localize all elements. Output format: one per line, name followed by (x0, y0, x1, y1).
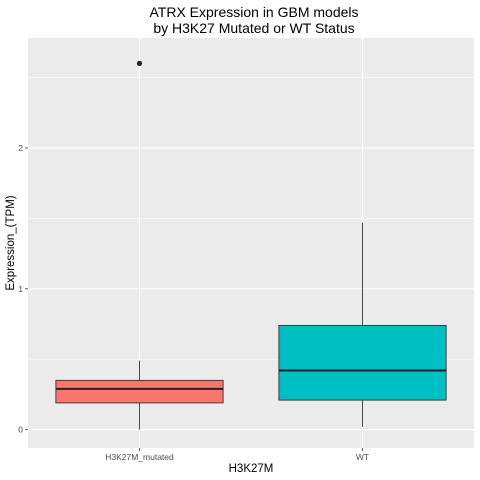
x-tick-label: WT (356, 452, 369, 462)
box-h3k27m-mutated (55, 379, 224, 404)
box-layer (55, 60, 447, 430)
outlier-point (136, 60, 143, 66)
box-wt (278, 324, 447, 401)
y-tick-label: 0 (18, 425, 23, 435)
y-tick-label: 1 (18, 284, 23, 294)
y-tick-label: 2 (18, 143, 23, 153)
x-tick-label: H3K27M_mutated (105, 452, 174, 462)
chart-title-line2: by H3K27 Mutated or WT Status (153, 20, 354, 36)
chart-title-line1: ATRX Expression in GBM models (149, 4, 358, 20)
x-axis-title: H3K27M (229, 463, 274, 475)
y-axis-title: Expression_(TPM) (5, 195, 17, 290)
y-axis: 0 1 2 (18, 143, 28, 435)
x-axis: H3K27M_mutated WT (105, 448, 369, 462)
